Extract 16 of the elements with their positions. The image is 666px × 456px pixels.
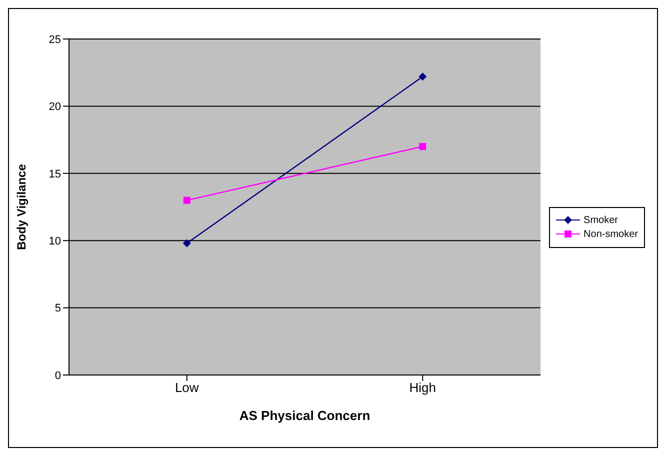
point [418, 72, 427, 81]
y-tick-label: 15 [48, 168, 61, 180]
x-tick-label: High [409, 380, 436, 396]
legend-label: Non-smoker [584, 228, 638, 240]
point [182, 239, 191, 248]
y-tick-label: 0 [54, 370, 61, 382]
y-axis-title: Body Vigilance [14, 164, 28, 250]
x-axis-title: AS Physical Concern [239, 408, 370, 423]
legend-label: Smoker [584, 214, 618, 226]
x-tick-label: Low [174, 380, 200, 396]
y-tick-label: 20 [48, 101, 61, 114]
y-tick-label: 5 [54, 302, 61, 315]
y-tick-label: 10 [48, 236, 61, 248]
point [183, 196, 190, 204]
y-tick-label: 25 [48, 34, 61, 46]
point [419, 143, 426, 150]
